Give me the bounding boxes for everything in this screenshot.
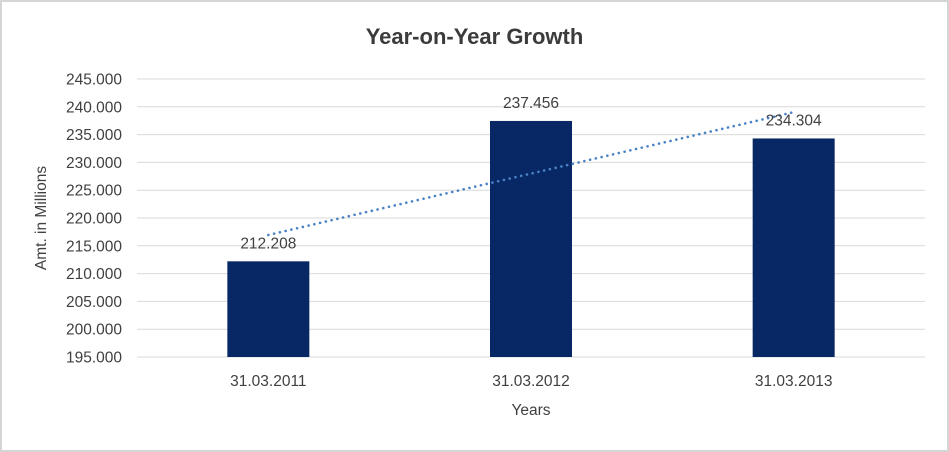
y-tick-label: 235.000	[66, 127, 122, 144]
y-tick-label: 205.000	[66, 294, 122, 311]
bar-data-label: 237.456	[503, 95, 559, 112]
bar	[752, 138, 835, 357]
y-tick-label: 195.000	[66, 350, 122, 367]
y-tick-label: 220.000	[66, 211, 122, 228]
y-tick-label: 245.000	[66, 72, 122, 89]
category-label: 31.03.2011	[230, 373, 306, 390]
category-label: 31.03.2013	[755, 373, 833, 390]
y-tick-label: 225.000	[66, 183, 122, 200]
bar	[227, 261, 310, 357]
y-tick-label: 200.000	[66, 322, 122, 339]
bar-data-label: 234.304	[766, 112, 822, 129]
trendline	[267, 110, 795, 237]
y-tick-label: 210.000	[66, 266, 122, 283]
bar-data-label: 212.208	[240, 235, 296, 252]
y-tick-label: 230.000	[66, 155, 122, 172]
bar	[490, 120, 572, 357]
category-label: 31.03.2012	[492, 373, 570, 390]
chart-title: Year-on-Year Growth	[365, 24, 584, 49]
x-axis-title: Years	[511, 402, 551, 419]
y-tick-label: 240.000	[66, 99, 122, 116]
y-tick-label: 215.000	[66, 238, 122, 255]
